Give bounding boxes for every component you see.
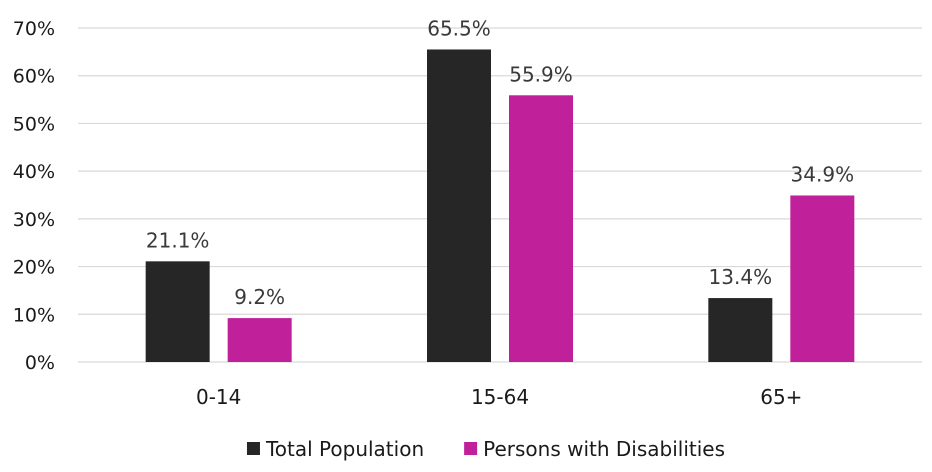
y-tick-label: 50% xyxy=(13,113,55,135)
data-label: 65.5% xyxy=(427,16,491,40)
legend-item: Persons with Disabilities xyxy=(464,437,725,461)
bar-persons-with-disabilities xyxy=(227,318,292,362)
y-tick-label: 30% xyxy=(13,209,55,231)
legend-label: Persons with Disabilities xyxy=(483,437,725,461)
x-axis-categories: 0-14 15-64 65+ xyxy=(196,385,802,409)
x-category-label: 65+ xyxy=(760,385,802,409)
bar-total-population xyxy=(145,261,210,362)
y-tick-label: 10% xyxy=(13,304,55,326)
x-category-label: 15-64 xyxy=(471,385,529,409)
y-axis-ticks: 0% 10% 20% 30% 40% 50% 60% 70% xyxy=(13,18,55,374)
legend-label: Total Population xyxy=(265,437,424,461)
bar-persons-with-disabilities xyxy=(790,195,855,362)
bar-persons-with-disabilities xyxy=(509,95,573,362)
data-label: 9.2% xyxy=(234,285,285,309)
data-labels: 21.1% 9.2% 65.5% 55.9% 13.4% 34.9% xyxy=(146,16,854,309)
y-tick-label: 0% xyxy=(25,352,55,374)
gridlines xyxy=(78,27,922,363)
bar-total-population xyxy=(427,49,491,362)
bars xyxy=(145,49,855,362)
legend-swatch xyxy=(464,442,478,455)
y-tick-label: 70% xyxy=(13,18,55,40)
y-tick-label: 40% xyxy=(13,161,55,183)
data-label: 55.9% xyxy=(509,62,573,86)
y-tick-label: 20% xyxy=(13,257,55,279)
y-tick-label: 60% xyxy=(13,66,55,88)
data-label: 13.4% xyxy=(709,265,773,289)
data-label: 34.9% xyxy=(791,162,855,186)
x-category-label: 0-14 xyxy=(196,385,241,409)
legend-swatch xyxy=(246,442,260,455)
bar-total-population xyxy=(708,298,773,362)
data-label: 21.1% xyxy=(146,228,210,252)
legend: Total Population Persons with Disabilitie… xyxy=(246,437,725,461)
legend-item: Total Population xyxy=(246,437,424,461)
